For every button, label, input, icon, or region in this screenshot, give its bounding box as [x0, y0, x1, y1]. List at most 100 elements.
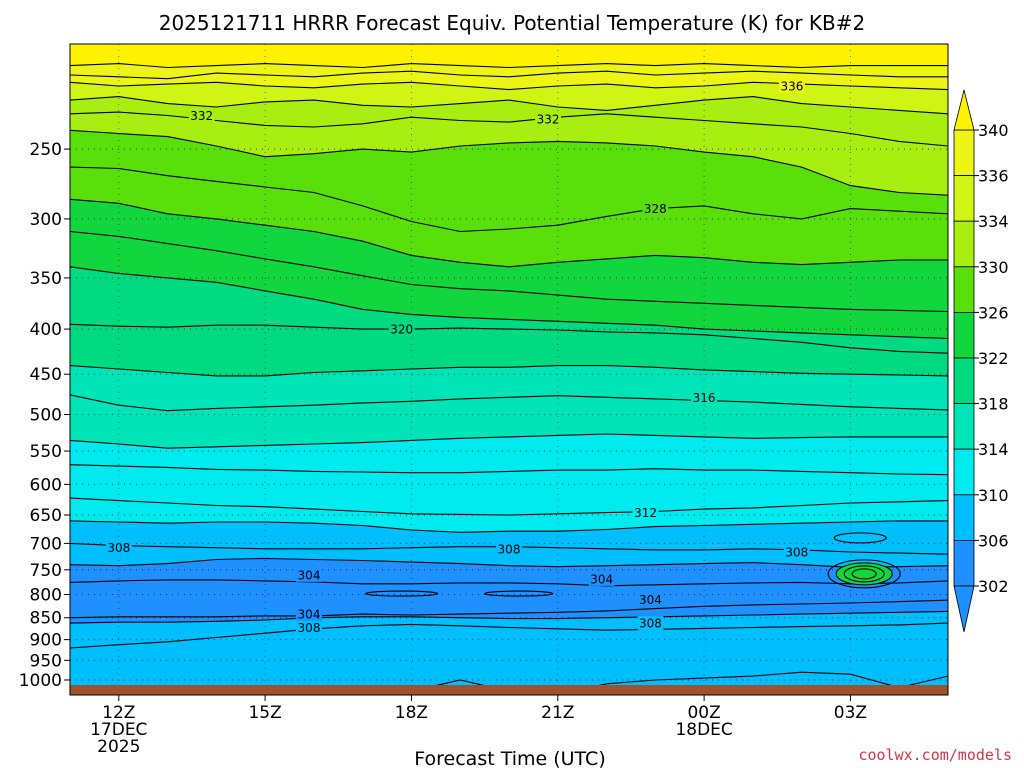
contour-line-340	[70, 63, 948, 69]
contour-label-8: 308	[496, 541, 522, 556]
contour-line-338	[70, 70, 948, 80]
x-tick-label-12-1: 00Z	[687, 703, 720, 723]
colorbar-tick-label-322: 322	[978, 349, 1009, 368]
contour-lobe-2	[843, 565, 885, 583]
colorbar-tick-label-336: 336	[978, 167, 1009, 186]
x-tick-label-6-1: 18Z	[395, 703, 428, 723]
contour-line-324	[70, 230, 948, 313]
contour-line-322	[70, 266, 948, 340]
contour-label-bg-0	[778, 78, 805, 93]
colorbar-top-arrow	[953, 89, 975, 131]
y-tick-label-700: 700	[30, 534, 62, 554]
y-tick-label-400: 400	[30, 320, 62, 340]
colorbar-segment-8	[953, 494, 975, 541]
chart-title: 2025121711 HRRR Forecast Equiv. Potentia…	[159, 11, 866, 35]
contour-label-bg-15	[637, 616, 664, 631]
contour-label-bg-13	[296, 607, 323, 622]
colorbar-tick-label-334: 334	[978, 212, 1009, 231]
y-tick-label-350: 350	[30, 269, 62, 289]
contour-label-text-14: 308	[298, 621, 321, 635]
contour-line-332	[70, 111, 948, 147]
colorbar-segment-6	[953, 403, 975, 450]
contour-label-text-7: 308	[107, 541, 130, 555]
contour-line-320	[70, 323, 948, 354]
contour-line-316	[70, 394, 948, 412]
contour-label-13: 304	[296, 607, 323, 622]
contour-lobe-3	[851, 568, 877, 580]
colorbar-segment-4	[953, 311, 975, 359]
colorbar-tick-label-310: 310	[978, 486, 1009, 505]
y-tick-label-650: 650	[30, 506, 62, 526]
colorbar: 302 306 310 314 318 322 326 330 334 336 340	[953, 89, 1009, 633]
y-tick-label-950: 950	[30, 651, 62, 671]
x-tick-label-0-1: 12Z	[102, 703, 135, 723]
contour-label-bg-3	[642, 201, 669, 216]
contour-label-4: 320	[388, 322, 415, 337]
contour-label-text-12: 304	[639, 593, 662, 607]
y-tick-label-250: 250	[30, 140, 62, 160]
colorbar-segment-2	[953, 220, 975, 268]
contour-line-304.5	[70, 599, 948, 619]
contour-line-328	[70, 166, 948, 233]
contour-label-14: 308	[296, 620, 323, 635]
contour-label-text-6: 312	[634, 506, 657, 520]
contour-label-bg-7	[105, 540, 132, 555]
contour-pocket-2	[484, 590, 554, 597]
y-tick-label-450: 450	[30, 365, 62, 385]
contour-line-306.5	[70, 610, 948, 624]
colorbar-bottom-arrow	[953, 585, 975, 633]
colorbar-segment-7	[953, 448, 975, 496]
contour-label-bg-4	[388, 322, 415, 337]
contour-label-10: 304	[296, 567, 323, 582]
contour-label-7: 308	[105, 540, 132, 555]
colorbar-tick-label-318: 318	[978, 395, 1009, 414]
colorbar-tick-label-326: 326	[978, 303, 1009, 322]
y-tick-label-850: 850	[30, 609, 62, 629]
contour-label-text-15: 308	[639, 617, 662, 631]
colorbar-segment-0	[953, 129, 975, 176]
y-tick-label-600: 600	[30, 475, 62, 495]
contour-label-text-9: 308	[785, 546, 808, 560]
plot-frame	[69, 43, 949, 696]
contour-label-text-10: 304	[298, 568, 321, 582]
contour-label-0: 336	[778, 78, 805, 93]
x-tick-label-12-2: 18DEC	[675, 720, 732, 740]
contour-label-text-8: 308	[498, 542, 521, 556]
contour-label-text-4: 320	[390, 323, 413, 337]
contour-label-5: 316	[691, 390, 718, 405]
y-tick-label-300: 300	[30, 210, 62, 230]
y-tick-label-550: 550	[30, 442, 62, 462]
y-tick-label-1000: 1000	[19, 671, 62, 691]
contour-line-334	[70, 96, 948, 115]
contour-label-bg-5	[691, 390, 718, 405]
contour-line-306	[70, 557, 948, 568]
contour-label-bg-8	[496, 541, 522, 556]
contour-label-text-2: 332	[537, 112, 560, 126]
colorbar-tick-label-340: 340	[978, 121, 1009, 140]
contour-label-3: 328	[642, 201, 669, 216]
colorbar-tick-label-306: 306	[978, 531, 1009, 550]
contour-label-bg-14	[296, 620, 323, 635]
contour-label-2: 332	[535, 111, 562, 126]
colorbar-tick-label-314: 314	[978, 440, 1009, 459]
contour-label-bg-1	[188, 108, 215, 123]
contour-label-11: 304	[588, 571, 615, 586]
contour-label-bg-2	[535, 111, 562, 126]
x-tick-label-3-1: 15Z	[248, 703, 281, 723]
contour-label-bg-6	[632, 505, 659, 520]
y-tick-label-750: 750	[30, 561, 62, 581]
contour-line-330	[70, 129, 948, 196]
y-tick-label-900: 900	[30, 631, 62, 651]
contour-lobe-0	[827, 559, 901, 589]
x-tick-label-0-3: 2025	[97, 737, 140, 757]
y-tick-label-500: 500	[30, 406, 62, 426]
contour-label-bg-12	[637, 592, 664, 607]
contour-label-bg-10	[296, 567, 323, 582]
credit-text: coolwx.com/models	[858, 746, 1012, 764]
colorbar-segment-3	[953, 266, 975, 313]
contour-label-1: 332	[188, 108, 215, 123]
y-axis-ticks: 2503003504004505005506006507007508008509…	[19, 140, 70, 691]
contour-pocket-1	[365, 590, 439, 597]
